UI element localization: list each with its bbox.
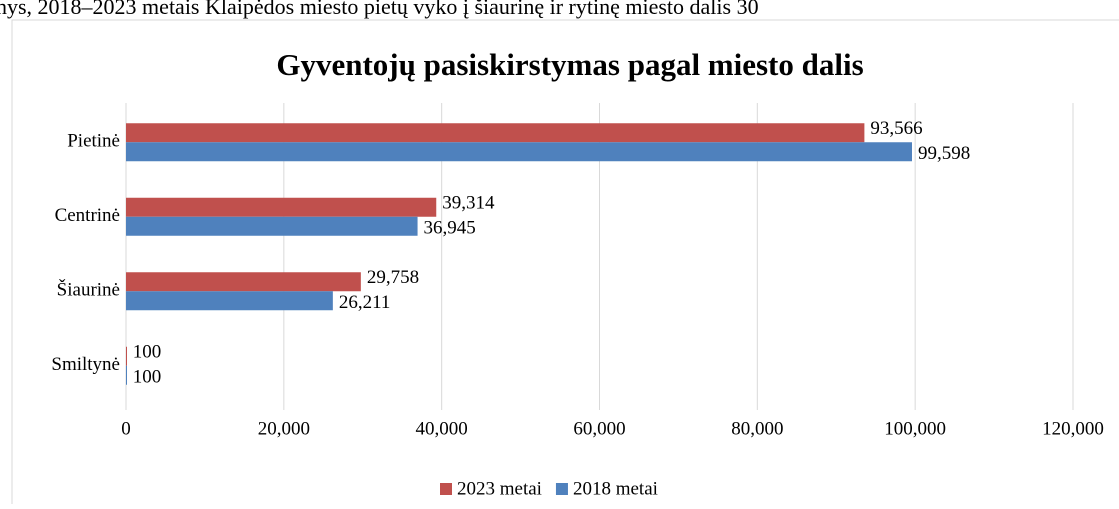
x-tick-label: 80,000 (731, 418, 783, 439)
y-tick-label: Centrinė (55, 205, 120, 226)
bar (126, 291, 333, 311)
data-label: 99,598 (918, 143, 970, 164)
bar (126, 272, 361, 292)
data-label: 29,758 (367, 267, 419, 288)
legend-swatch (555, 483, 568, 495)
data-label: 93,566 (870, 118, 922, 139)
chart-title: Gyventojų pasiskirstymas pagal miesto da… (276, 47, 863, 82)
y-tick-label: Pietinė (67, 131, 120, 152)
data-label: 100 (133, 342, 162, 363)
bar (126, 346, 127, 366)
data-label: 26,211 (339, 292, 391, 313)
bar (126, 142, 912, 162)
data-label: 100 (133, 367, 162, 388)
x-tick-label: 100,000 (884, 418, 946, 439)
x-tick-label: 120,000 (1042, 418, 1104, 439)
data-label: 36,945 (424, 218, 476, 239)
data-label: 39,314 (442, 193, 495, 214)
bar (126, 365, 127, 385)
x-tick-label: 20,000 (258, 418, 310, 439)
y-tick-label: Smiltynė (51, 354, 120, 375)
body-text: nys, 2018–2023 metais Klaipėdos miesto p… (0, 0, 759, 19)
bar (126, 197, 437, 217)
y-tick-label: Šiaurinė (57, 279, 120, 301)
x-tick-label: 40,000 (416, 418, 468, 439)
legend-label: 2018 metai (573, 478, 658, 499)
legend-label: 2023 metai (457, 478, 542, 499)
bar (126, 123, 865, 143)
bar (126, 216, 418, 236)
x-tick-label: 0 (121, 418, 131, 439)
chart-frame (11, 19, 1119, 509)
legend-swatch (440, 483, 452, 495)
x-tick-label: 60,000 (573, 418, 625, 439)
